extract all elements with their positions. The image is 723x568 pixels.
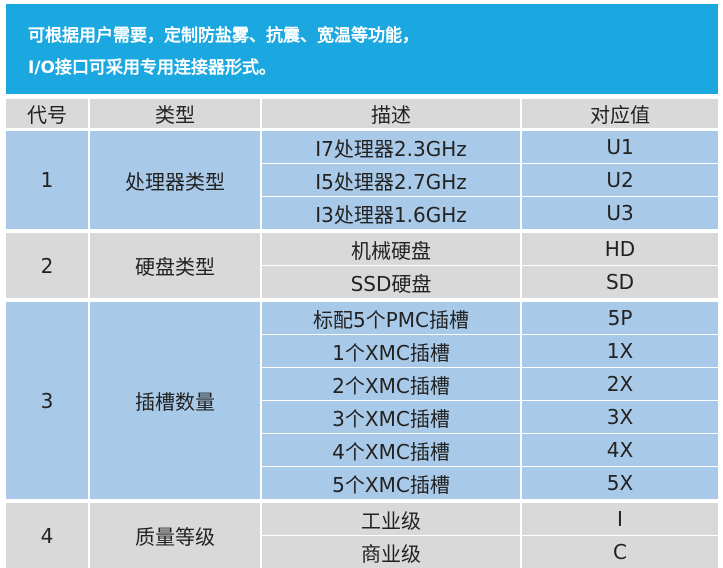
group-type: 硬盘类型 bbox=[90, 233, 262, 298]
banner-line-1: 可根据用户需要，定制防盐雾、抗震、宽温等功能， bbox=[28, 26, 419, 46]
row-value: 5P bbox=[522, 302, 718, 334]
table-row: 4个XMC插槽 4X bbox=[262, 433, 718, 466]
table-group-quality: 4 质量等级 工业级 I 商业级 C bbox=[6, 499, 718, 568]
banner-line-2: I/O接口可采用专用连接器形式。 bbox=[28, 58, 276, 78]
row-value: C bbox=[522, 536, 718, 568]
group-type: 插槽数量 bbox=[90, 302, 262, 499]
description-banner: 可根据用户需要，定制防盐雾、抗震、宽温等功能， I/O接口可采用专用连接器形式。 bbox=[6, 4, 718, 94]
group-type: 质量等级 bbox=[90, 503, 262, 568]
table-group-processor: 1 处理器类型 I7处理器2.3GHz U1 I5处理器2.7GHz U2 I3… bbox=[6, 128, 718, 229]
group-code: 3 bbox=[6, 302, 90, 499]
config-code-table: 代号 类型 描述 对应值 1 处理器类型 I7处理器2.3GHz U1 I5处理… bbox=[6, 99, 718, 568]
table-row: 机械硬盘 HD bbox=[262, 233, 718, 265]
table-row: 1个XMC插槽 1X bbox=[262, 334, 718, 367]
row-description: 2个XMC插槽 bbox=[262, 368, 522, 400]
row-description: 商业级 bbox=[262, 536, 522, 568]
row-value: U3 bbox=[522, 197, 718, 229]
row-value: 3X bbox=[522, 401, 718, 433]
row-value: HD bbox=[522, 233, 718, 265]
table-row: 工业级 I bbox=[262, 503, 718, 535]
group-code: 4 bbox=[6, 503, 90, 568]
row-description: 1个XMC插槽 bbox=[262, 335, 522, 367]
row-description: SSD硬盘 bbox=[262, 266, 522, 298]
table-row: SSD硬盘 SD bbox=[262, 265, 718, 298]
table-group-slots: 3 插槽数量 标配5个PMC插槽 5P 1个XMC插槽 1X 2个XMC插槽 2… bbox=[6, 298, 718, 499]
row-value: I bbox=[522, 503, 718, 535]
row-description: I3处理器1.6GHz bbox=[262, 197, 522, 229]
table-row: 标配5个PMC插槽 5P bbox=[262, 302, 718, 334]
table-row: I5处理器2.7GHz U2 bbox=[262, 163, 718, 196]
row-value: 1X bbox=[522, 335, 718, 367]
table-row: I3处理器1.6GHz U3 bbox=[262, 196, 718, 229]
row-description: 4个XMC插槽 bbox=[262, 434, 522, 466]
row-value: 2X bbox=[522, 368, 718, 400]
row-value: 4X bbox=[522, 434, 718, 466]
row-description: 工业级 bbox=[262, 503, 522, 535]
table-row: 商业级 C bbox=[262, 535, 718, 568]
table-row: I7处理器2.3GHz U1 bbox=[262, 131, 718, 163]
group-code: 1 bbox=[6, 131, 90, 229]
table-group-disk: 2 硬盘类型 机械硬盘 HD SSD硬盘 SD bbox=[6, 229, 718, 298]
table-row: 3个XMC插槽 3X bbox=[262, 400, 718, 433]
table-row: 2个XMC插槽 2X bbox=[262, 367, 718, 400]
row-value: U2 bbox=[522, 164, 718, 196]
row-description: I5处理器2.7GHz bbox=[262, 164, 522, 196]
table-row: 5个XMC插槽 5X bbox=[262, 466, 718, 499]
row-description: 标配5个PMC插槽 bbox=[262, 302, 522, 334]
group-code: 2 bbox=[6, 233, 90, 298]
row-description: 5个XMC插槽 bbox=[262, 467, 522, 499]
row-value: U1 bbox=[522, 131, 718, 163]
row-description: 机械硬盘 bbox=[262, 233, 522, 265]
row-value: SD bbox=[522, 266, 718, 298]
header-code: 代号 bbox=[6, 99, 90, 128]
row-description: 3个XMC插槽 bbox=[262, 401, 522, 433]
table-header-row: 代号 类型 描述 对应值 bbox=[6, 99, 718, 128]
header-description: 描述 bbox=[262, 99, 522, 128]
row-description: I7处理器2.3GHz bbox=[262, 131, 522, 163]
header-value: 对应值 bbox=[522, 99, 718, 128]
header-type: 类型 bbox=[90, 99, 262, 128]
group-type: 处理器类型 bbox=[90, 131, 262, 229]
row-value: 5X bbox=[522, 467, 718, 499]
